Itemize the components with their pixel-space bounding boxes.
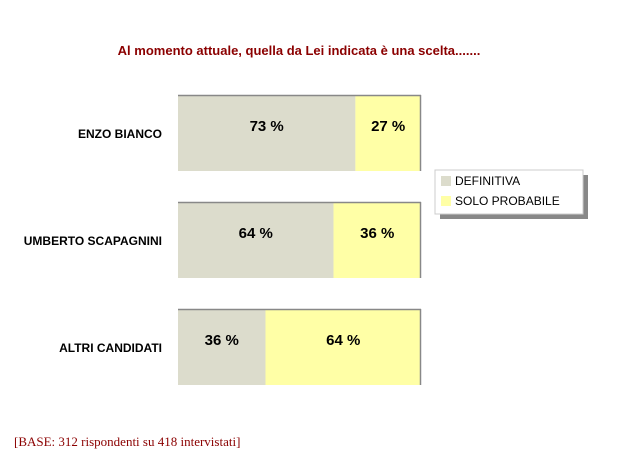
bars-group: ENZO BIANCO 73 % 27 % UMBERTO SCAPAGNINI 64 …	[24, 94, 422, 385]
bar-definitiva-umberto-scapagnini	[178, 202, 334, 278]
bar-definitiva-enzo-bianco	[178, 95, 356, 171]
bar-solo-probabile-enzo-bianco	[355, 95, 421, 171]
legend: DEFINITIVA SOLO PROBABILE	[434, 169, 588, 219]
chart-title: Al momento attuale, quella da Lei indica…	[118, 43, 481, 58]
data-label-definitiva-umberto-scapagnini: 64 %	[239, 225, 273, 242]
legend-label-solo-probabile: SOLO PROBABILE	[455, 194, 560, 208]
data-label-solo-probabile-enzo-bianco: 27 %	[371, 118, 405, 135]
category-label-altri-candidati: ALTRI CANDIDATI	[59, 341, 162, 355]
data-label-definitiva-enzo-bianco: 73 %	[250, 118, 284, 135]
legend-label-definitiva: DEFINITIVA	[455, 174, 520, 188]
legend-swatch-solo-probabile	[441, 196, 451, 206]
legend-swatch-definitiva	[441, 176, 451, 186]
bar-definitiva-altri-candidati	[178, 309, 266, 385]
data-label-solo-probabile-umberto-scapagnini: 36 %	[360, 225, 394, 242]
category-label-enzo-bianco: ENZO BIANCO	[78, 127, 162, 141]
data-label-solo-probabile-altri-candidati: 64 %	[326, 332, 360, 349]
category-label-umberto-scapagnini: UMBERTO SCAPAGNINI	[24, 234, 162, 248]
legend-box	[434, 169, 584, 215]
bar-solo-probabile-umberto-scapagnini	[333, 202, 421, 278]
bar-solo-probabile-altri-candidati	[265, 309, 421, 385]
base-note: [BASE: 312 rispondenti su 418 intervista…	[14, 434, 240, 449]
data-label-definitiva-altri-candidati: 36 %	[205, 332, 239, 349]
